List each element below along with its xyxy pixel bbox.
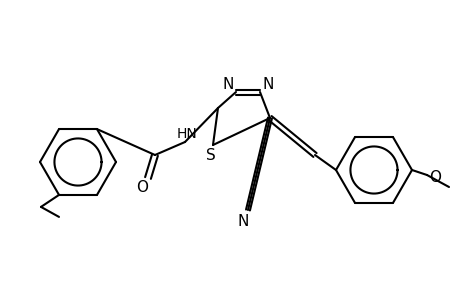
Text: N: N — [237, 214, 248, 230]
Text: O: O — [136, 181, 148, 196]
Text: S: S — [206, 148, 215, 163]
Text: N: N — [262, 76, 273, 92]
Text: N: N — [222, 76, 233, 92]
Text: O: O — [428, 169, 440, 184]
Text: HN: HN — [176, 127, 197, 141]
